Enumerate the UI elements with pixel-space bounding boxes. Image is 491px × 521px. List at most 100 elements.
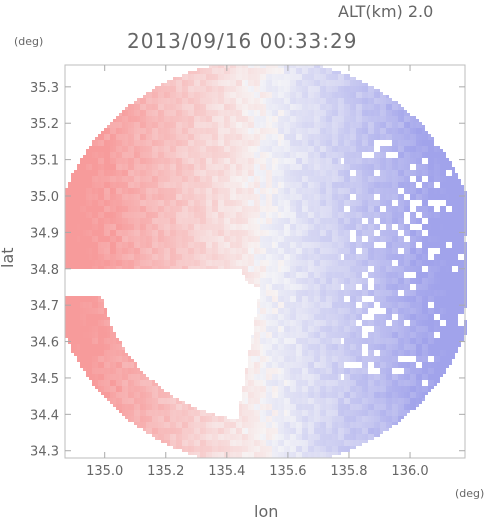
velocity-cell (191, 443, 194, 446)
velocity-cell (71, 263, 74, 266)
velocity-cell (221, 158, 224, 161)
velocity-cell (89, 179, 92, 182)
velocity-cell (134, 140, 137, 143)
velocity-cell (98, 182, 101, 185)
velocity-cell (194, 83, 197, 86)
velocity-cell (191, 206, 194, 209)
velocity-cell (215, 236, 218, 239)
velocity-cell (191, 107, 194, 110)
velocity-cell (245, 374, 248, 377)
velocity-cell (101, 251, 104, 254)
velocity-cell (125, 395, 128, 398)
velocity-cell (167, 242, 170, 245)
velocity-cell (68, 203, 71, 206)
velocity-cell (116, 266, 119, 269)
velocity-cell (191, 257, 194, 260)
velocity-cell (140, 389, 143, 392)
velocity-cell (242, 245, 245, 248)
velocity-cell (95, 167, 98, 170)
velocity-cell (209, 131, 212, 134)
velocity-cell (152, 416, 155, 419)
velocity-cell (206, 128, 209, 131)
velocity-cell (200, 206, 203, 209)
velocity-cell (197, 221, 200, 224)
velocity-cell (146, 239, 149, 242)
velocity-cell (137, 206, 140, 209)
velocity-cell (239, 119, 242, 122)
velocity-cell (155, 128, 158, 131)
velocity-cell (173, 101, 176, 104)
velocity-cell (116, 155, 119, 158)
velocity-cell (143, 101, 146, 104)
velocity-cell (245, 176, 248, 179)
velocity-cell (71, 200, 74, 203)
velocity-cell (227, 443, 230, 446)
velocity-cell (233, 212, 236, 215)
velocity-cell (206, 95, 209, 98)
velocity-cell (248, 116, 251, 119)
velocity-cell (131, 218, 134, 221)
velocity-cell (140, 167, 143, 170)
velocity-cell (251, 386, 254, 389)
velocity-cell (185, 416, 188, 419)
velocity-cell (125, 221, 128, 224)
velocity-cell (200, 239, 203, 242)
velocity-cell (248, 449, 251, 452)
velocity-cell (167, 233, 170, 236)
velocity-cell (125, 230, 128, 233)
velocity-cell (233, 137, 236, 140)
velocity-cell (107, 224, 110, 227)
velocity-cell (212, 209, 215, 212)
velocity-cell (77, 239, 80, 242)
velocity-cell (251, 425, 254, 428)
velocity-cell (98, 386, 101, 389)
velocity-cell (158, 161, 161, 164)
velocity-cell (116, 377, 119, 380)
velocity-cell (197, 113, 200, 116)
velocity-cell (182, 410, 185, 413)
velocity-cell (188, 122, 191, 125)
velocity-cell (65, 302, 68, 305)
velocity-cell (233, 209, 236, 212)
velocity-cell (86, 173, 89, 176)
velocity-cell (227, 218, 230, 221)
velocity-cell (146, 398, 149, 401)
velocity-cell (155, 209, 158, 212)
velocity-cell (146, 152, 149, 155)
velocity-cell (155, 383, 158, 386)
velocity-cell (140, 413, 143, 416)
velocity-cell (242, 389, 245, 392)
velocity-cell (128, 221, 131, 224)
velocity-cell (146, 155, 149, 158)
velocity-cell (221, 197, 224, 200)
velocity-cell (77, 311, 80, 314)
velocity-cell (245, 167, 248, 170)
velocity-cell (155, 89, 158, 92)
velocity-cell (128, 179, 131, 182)
velocity-cell (137, 236, 140, 239)
velocity-cell (71, 203, 74, 206)
velocity-cell (182, 107, 185, 110)
velocity-cell (191, 158, 194, 161)
velocity-cell (65, 188, 68, 191)
velocity-cell (218, 125, 221, 128)
velocity-cell (149, 254, 152, 257)
velocity-cell (98, 332, 101, 335)
velocity-cell (179, 224, 182, 227)
velocity-cell (203, 113, 206, 116)
velocity-cell (95, 323, 98, 326)
velocity-cell (239, 134, 242, 137)
velocity-cell (236, 107, 239, 110)
velocity-cell (245, 446, 248, 449)
velocity-cell (182, 416, 185, 419)
velocity-cell (197, 266, 200, 269)
velocity-cell (191, 428, 194, 431)
velocity-cell (110, 152, 113, 155)
velocity-cell (92, 374, 95, 377)
velocity-cell (215, 455, 218, 458)
velocity-cell (230, 164, 233, 167)
velocity-cell (164, 134, 167, 137)
velocity-cell (206, 149, 209, 152)
velocity-cell (212, 227, 215, 230)
velocity-cell (116, 263, 119, 266)
